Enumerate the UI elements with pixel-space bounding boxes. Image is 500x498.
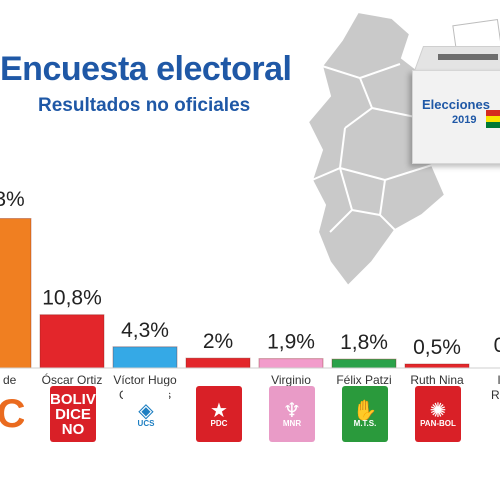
candidate-label-2-line0: Víctor Hugo xyxy=(113,373,177,387)
pan-bol-logo-icon: ✺ PAN-BOL xyxy=(415,386,461,442)
cc-logo-text: C xyxy=(0,392,24,436)
ballot-box-icon xyxy=(412,70,500,164)
bar-4 xyxy=(258,358,324,369)
candidate-label-5: Félix Patzi xyxy=(336,373,391,387)
candidate-label-0-line0: …s de xyxy=(0,373,17,387)
value-label-2: 4,3% xyxy=(121,319,169,342)
bar-0 xyxy=(0,218,32,369)
mts-hand-symbol-icon: ✋ xyxy=(352,398,378,422)
value-label-0: …3% xyxy=(0,188,25,211)
ucs-logo-text: UCS xyxy=(137,419,155,428)
pdc-star-logo-text: PDC xyxy=(210,419,228,428)
pdc-star-logo-icon: ★ PDC xyxy=(196,386,242,442)
bar-2 xyxy=(112,346,178,369)
candidate-label-7-line0: Isr… xyxy=(497,373,500,387)
ballot-box-label: Elecciones xyxy=(422,97,490,112)
ballot-box-slot xyxy=(438,54,498,60)
value-label-5: 1,8% xyxy=(340,331,388,354)
bar-1 xyxy=(39,314,105,369)
ucs-logo-icon: ◈ UCS xyxy=(123,386,169,442)
bolivia-flag-icon xyxy=(486,110,500,128)
candidate-label-4-line0: Virginio xyxy=(271,373,311,387)
candidate-label-1: Óscar Ortiz xyxy=(42,372,103,387)
cc-logo-icon: C xyxy=(0,386,24,442)
pdc-star-symbol-icon: ★ xyxy=(210,398,228,422)
value-label-7: 0… xyxy=(494,334,500,357)
page-title: Encuesta electoral xyxy=(0,50,292,88)
mnr-symbol-icon: ♆ xyxy=(283,398,301,422)
bolivia-dice-no-logo-icon: BOLIVIA DICE NO xyxy=(50,386,96,442)
bar-3 xyxy=(185,357,251,369)
ballot-box-year: 2019 xyxy=(452,114,477,126)
mnr-logo-icon: ♆ MNR xyxy=(269,386,315,442)
bolivia-dice-no-logo-text: BOLIVIA DICE NO xyxy=(50,390,96,438)
value-label-3: 2% xyxy=(203,330,233,353)
candidate-label-6: Ruth Nina xyxy=(410,373,464,387)
page-subtitle: Resultados no oficiales xyxy=(38,95,251,116)
pan-bol-symbol-icon: ✺ xyxy=(429,398,447,422)
pan-bol-logo-text: PAN-BOL xyxy=(420,419,456,428)
mnr-logo-text: MNR xyxy=(282,419,302,428)
value-label-6: 0,5% xyxy=(413,336,461,359)
mts-hand-logo-text: M.T.S. xyxy=(353,419,377,428)
bar-6 xyxy=(404,363,470,369)
candidate-label-7-line1: Rodr… xyxy=(491,388,500,402)
ucs-symbol-icon: ◈ xyxy=(138,398,154,422)
value-label-4: 1,9% xyxy=(267,331,315,354)
bar-5 xyxy=(331,358,397,369)
mts-hand-logo-icon: ✋ M.T.S. xyxy=(342,386,388,442)
value-label-1: 10,8% xyxy=(42,287,102,310)
